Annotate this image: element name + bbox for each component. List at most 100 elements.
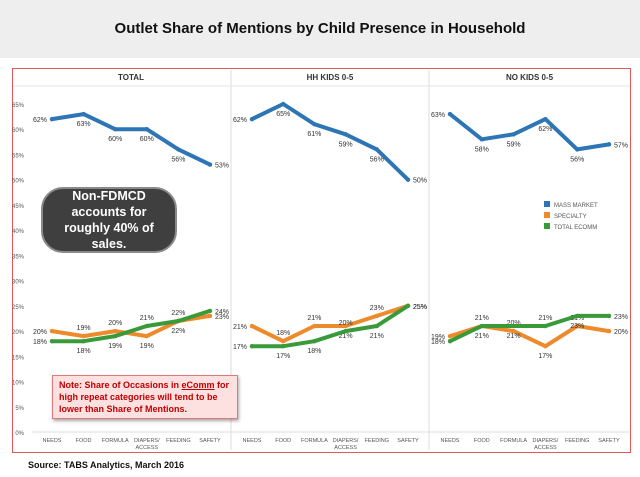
series-line-mass-market-total <box>50 112 212 167</box>
data-point-specialty <box>207 313 213 319</box>
data-label: 63% <box>77 121 91 128</box>
data-point-total-ecomm <box>49 338 55 344</box>
data-point-mass-market <box>374 147 379 152</box>
data-point-specialty <box>606 328 612 334</box>
data-label: 18% <box>33 339 47 346</box>
data-point-total-ecomm <box>249 344 255 349</box>
data-point-total-ecomm <box>281 344 286 349</box>
panel-title-total: TOTAL <box>118 73 144 82</box>
note-prefix: Note: Share of Occasions in <box>59 380 182 390</box>
data-label: 18% <box>77 348 91 355</box>
data-label: 62% <box>538 126 552 133</box>
legend-label-total-ecomm: TOTAL ECOMM <box>554 225 597 231</box>
data-point-total-ecomm <box>144 323 149 329</box>
data-label: 23% <box>215 314 229 321</box>
data-label: 17% <box>538 353 552 360</box>
data-point-mass-market <box>511 132 516 137</box>
data-point-specialty <box>113 328 118 334</box>
data-point-mass-market <box>575 147 580 152</box>
data-point-specialty <box>543 344 548 349</box>
data-label: 56% <box>171 156 185 163</box>
data-label: 60% <box>108 136 122 143</box>
legend-label-specialty: SPECIALTY <box>554 214 587 220</box>
data-point-mass-market <box>113 127 118 132</box>
data-point-specialty <box>249 323 255 329</box>
data-point-specialty <box>144 333 149 339</box>
data-point-total-ecomm <box>207 308 213 314</box>
note-box: Note: Share of Occasions in eComm for hi… <box>52 375 238 419</box>
x-tick-label: NEEDS <box>441 438 460 444</box>
x-tick-label: FOOD <box>474 438 490 444</box>
data-label: 17% <box>276 353 290 360</box>
data-label: 20% <box>614 329 628 336</box>
data-point-mass-market <box>543 116 548 122</box>
y-tick-label: 5% <box>15 406 24 412</box>
data-label: 22% <box>171 328 185 335</box>
data-label: 25% <box>413 304 427 311</box>
data-point-specialty <box>49 328 55 334</box>
x-tick-label: FORMULA <box>301 438 328 444</box>
data-point-total-ecomm <box>374 323 379 329</box>
data-point-specialty <box>447 333 453 339</box>
x-tick-label: ACCESS <box>135 445 158 451</box>
data-point-total-ecomm <box>405 303 411 309</box>
series-line-specialty-hh-kids-0-5 <box>250 303 410 344</box>
x-tick-label: FEEDING <box>166 438 190 444</box>
y-tick-label: 35% <box>12 254 25 260</box>
x-tick-label: ACCESS <box>534 445 557 451</box>
data-point-total-ecomm <box>343 328 348 334</box>
x-tick-label: DIAPERS/ <box>134 438 160 444</box>
data-label: 59% <box>507 141 521 148</box>
data-point-mass-market <box>249 116 255 122</box>
data-point-mass-market <box>176 147 181 152</box>
data-point-mass-market <box>343 132 348 137</box>
legend-swatch-total-ecomm <box>544 223 550 229</box>
data-label: 23% <box>370 305 384 312</box>
data-label: 17% <box>233 344 247 351</box>
series-line-total-ecomm-no-kids-0-5 <box>448 313 611 344</box>
x-tick-label: FORMULA <box>102 438 129 444</box>
y-tick-label: 25% <box>12 305 25 311</box>
data-label: 60% <box>140 136 154 143</box>
data-label: 65% <box>276 111 290 118</box>
data-label: 23% <box>570 323 584 330</box>
data-point-mass-market <box>49 116 55 122</box>
data-label: 21% <box>339 333 353 340</box>
data-point-total-ecomm <box>479 323 484 329</box>
data-label: 21% <box>233 324 247 331</box>
data-point-mass-market <box>207 162 213 167</box>
data-label: 20% <box>108 320 122 327</box>
data-label: 56% <box>370 156 384 163</box>
data-point-total-ecomm <box>606 313 612 319</box>
data-point-mass-market <box>405 177 411 182</box>
x-tick-label: FOOD <box>76 438 92 444</box>
series-line-total-ecomm-total <box>50 308 212 344</box>
y-tick-label: 60% <box>12 128 25 134</box>
data-label: 21% <box>370 333 384 340</box>
x-tick-label: SAFETY <box>598 438 620 444</box>
data-label: 61% <box>307 131 321 138</box>
data-point-total-ecomm <box>81 338 86 344</box>
series-line-mass-market-no-kids-0-5 <box>448 112 611 152</box>
data-point-specialty <box>374 313 379 319</box>
source-text: Source: TABS Analytics, March 2016 <box>28 460 185 470</box>
data-label: 21% <box>507 333 521 340</box>
callout-box: Non-FDMCD accounts for roughly 40% of sa… <box>41 187 177 253</box>
data-label: 20% <box>507 320 521 327</box>
data-label: 21% <box>475 315 489 322</box>
data-point-total-ecomm <box>511 323 516 329</box>
data-label: 19% <box>108 343 122 350</box>
data-label: 24% <box>215 309 229 316</box>
legend-swatch-specialty <box>544 212 550 218</box>
data-label: 57% <box>614 142 628 149</box>
x-tick-label: DIAPERS/ <box>333 438 359 444</box>
data-label: 21% <box>570 315 584 322</box>
data-label: 22% <box>171 310 185 317</box>
data-label: 21% <box>307 315 321 322</box>
data-point-mass-market <box>606 142 612 147</box>
data-point-total-ecomm <box>447 338 453 344</box>
data-label: 62% <box>33 117 47 124</box>
x-tick-label: FORMULA <box>500 438 527 444</box>
data-point-specialty <box>343 323 348 329</box>
data-point-total-ecomm <box>113 333 118 339</box>
